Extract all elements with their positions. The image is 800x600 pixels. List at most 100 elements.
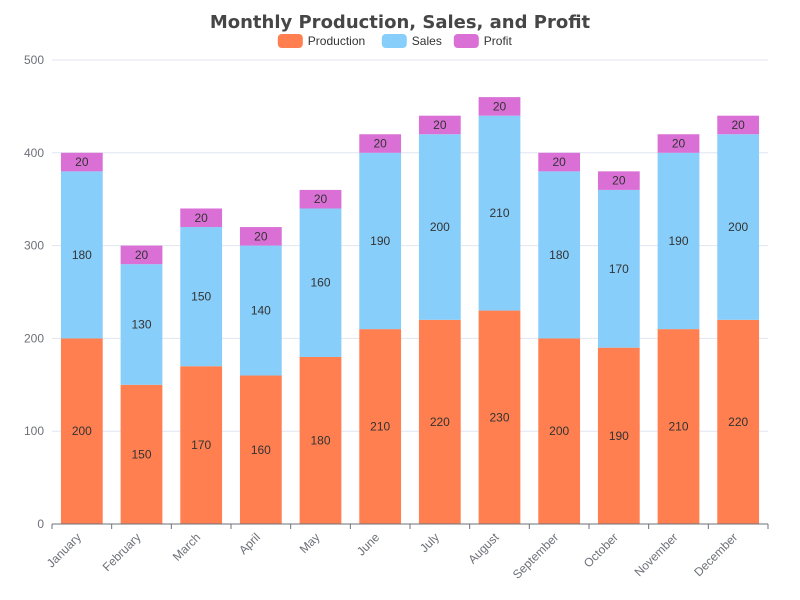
data-label: 180 (549, 248, 569, 262)
bar-production-april[interactable] (239, 375, 282, 524)
data-label: 20 (135, 248, 149, 262)
bar-profit-november[interactable] (657, 134, 700, 153)
data-label: 20 (254, 229, 268, 243)
bars (60, 97, 760, 524)
bar-production-november[interactable] (657, 329, 700, 524)
bar-sales-february[interactable] (120, 264, 163, 385)
bar-profit-june[interactable] (359, 134, 402, 153)
bar-profit-april[interactable] (239, 227, 282, 246)
y-tick-label: 0 (37, 517, 44, 531)
bar-profit-december[interactable] (717, 115, 760, 135)
data-label: 20 (433, 118, 447, 132)
data-label: 20 (552, 155, 566, 169)
bar-sales-november[interactable] (657, 152, 700, 330)
bar-sales-september[interactable] (538, 171, 581, 339)
bar-production-march[interactable] (180, 366, 223, 524)
x-tick-label: July (417, 530, 442, 555)
x-axis: January February March April May June July Augu… (44, 523, 769, 582)
data-label: 130 (131, 317, 151, 331)
data-label: 20 (314, 192, 328, 206)
data-labels: 200 180 20 150 130 20 170 150 20 160 140 20 180 160 20… (72, 99, 749, 461)
bar-sales-march[interactable] (180, 227, 223, 367)
data-label: 20 (194, 211, 208, 225)
y-tick-label: 100 (24, 424, 44, 438)
y-tick-label: 400 (24, 146, 44, 160)
data-label: 230 (489, 410, 509, 424)
bar-production-september[interactable] (538, 338, 581, 524)
bar-production-june[interactable] (359, 329, 402, 524)
bar-profit-may[interactable] (299, 189, 342, 209)
bar-sales-may[interactable] (299, 208, 342, 357)
bar-sales-october[interactable] (597, 189, 640, 348)
data-label: 190 (668, 234, 688, 248)
data-label: 160 (310, 276, 330, 290)
data-label: 180 (72, 248, 92, 262)
bar-sales-july[interactable] (418, 134, 461, 320)
data-label: 200 (72, 424, 92, 438)
y-tick-label: 500 (24, 53, 44, 67)
data-label: 20 (373, 137, 387, 151)
bar-sales-august[interactable] (478, 115, 521, 311)
legend-item-production[interactable]: Production (277, 34, 365, 48)
bar-profit-march[interactable] (180, 208, 223, 228)
bar-profit-september[interactable] (538, 152, 581, 172)
data-label: 210 (668, 420, 688, 434)
data-label: 190 (370, 234, 390, 248)
bar-sales-january[interactable] (60, 171, 103, 339)
data-label: 150 (191, 290, 211, 304)
x-tick-label: January (44, 530, 84, 570)
bar-production-january[interactable] (60, 338, 103, 524)
data-label: 210 (489, 206, 509, 220)
data-label: 20 (672, 137, 686, 151)
y-tick-label: 300 (24, 239, 44, 253)
legend-swatch-sales (381, 34, 407, 48)
x-tick-label: June (354, 530, 383, 559)
data-label: 20 (493, 99, 507, 113)
bar-production-february[interactable] (120, 384, 163, 524)
x-tick-label: September (510, 530, 561, 581)
bar-production-december[interactable] (717, 319, 760, 524)
bar-profit-february[interactable] (120, 245, 163, 265)
data-label: 140 (251, 304, 271, 318)
bar-production-may[interactable] (299, 356, 342, 524)
data-label: 210 (370, 420, 390, 434)
x-tick-label: February (100, 530, 144, 574)
legend[interactable]: Production Sales Profit (277, 34, 513, 48)
x-tick-label: October (581, 530, 621, 570)
legend-swatch-production (277, 34, 303, 48)
bar-production-october[interactable] (597, 347, 640, 524)
bar-sales-december[interactable] (717, 134, 760, 320)
legend-label: Sales (412, 34, 442, 48)
legend-item-sales[interactable]: Sales (381, 34, 442, 48)
data-label: 200 (430, 220, 450, 234)
data-label: 170 (191, 438, 211, 452)
x-tick-label: March (170, 530, 203, 563)
legend-swatch-profit (453, 34, 479, 48)
data-label: 20 (612, 174, 626, 188)
bar-profit-august[interactable] (478, 97, 521, 116)
x-tick-label: November (632, 530, 681, 579)
x-tick-label: August (465, 530, 502, 567)
data-label: 150 (131, 447, 151, 461)
bar-production-august[interactable] (478, 310, 521, 524)
legend-label: Production (308, 34, 365, 48)
bar-profit-october[interactable] (597, 171, 640, 190)
data-label: 200 (728, 220, 748, 234)
bar-production-july[interactable] (418, 319, 461, 524)
legend-label: Profit (484, 34, 513, 48)
data-label: 170 (609, 262, 629, 276)
bar-profit-july[interactable] (418, 115, 461, 135)
x-tick-label: December (691, 530, 740, 579)
data-label: 160 (251, 443, 271, 457)
data-label: 190 (609, 429, 629, 443)
bar-sales-june[interactable] (359, 152, 402, 330)
data-label: 220 (728, 415, 748, 429)
x-tick-label: April (236, 530, 263, 557)
bar-profit-january[interactable] (60, 152, 103, 172)
y-tick-label: 200 (24, 331, 44, 345)
data-label: 20 (731, 118, 745, 132)
legend-item-profit[interactable]: Profit (453, 34, 513, 48)
y-axis: 0 100 200 300 400 500 (24, 53, 44, 531)
bar-sales-april[interactable] (239, 245, 282, 376)
